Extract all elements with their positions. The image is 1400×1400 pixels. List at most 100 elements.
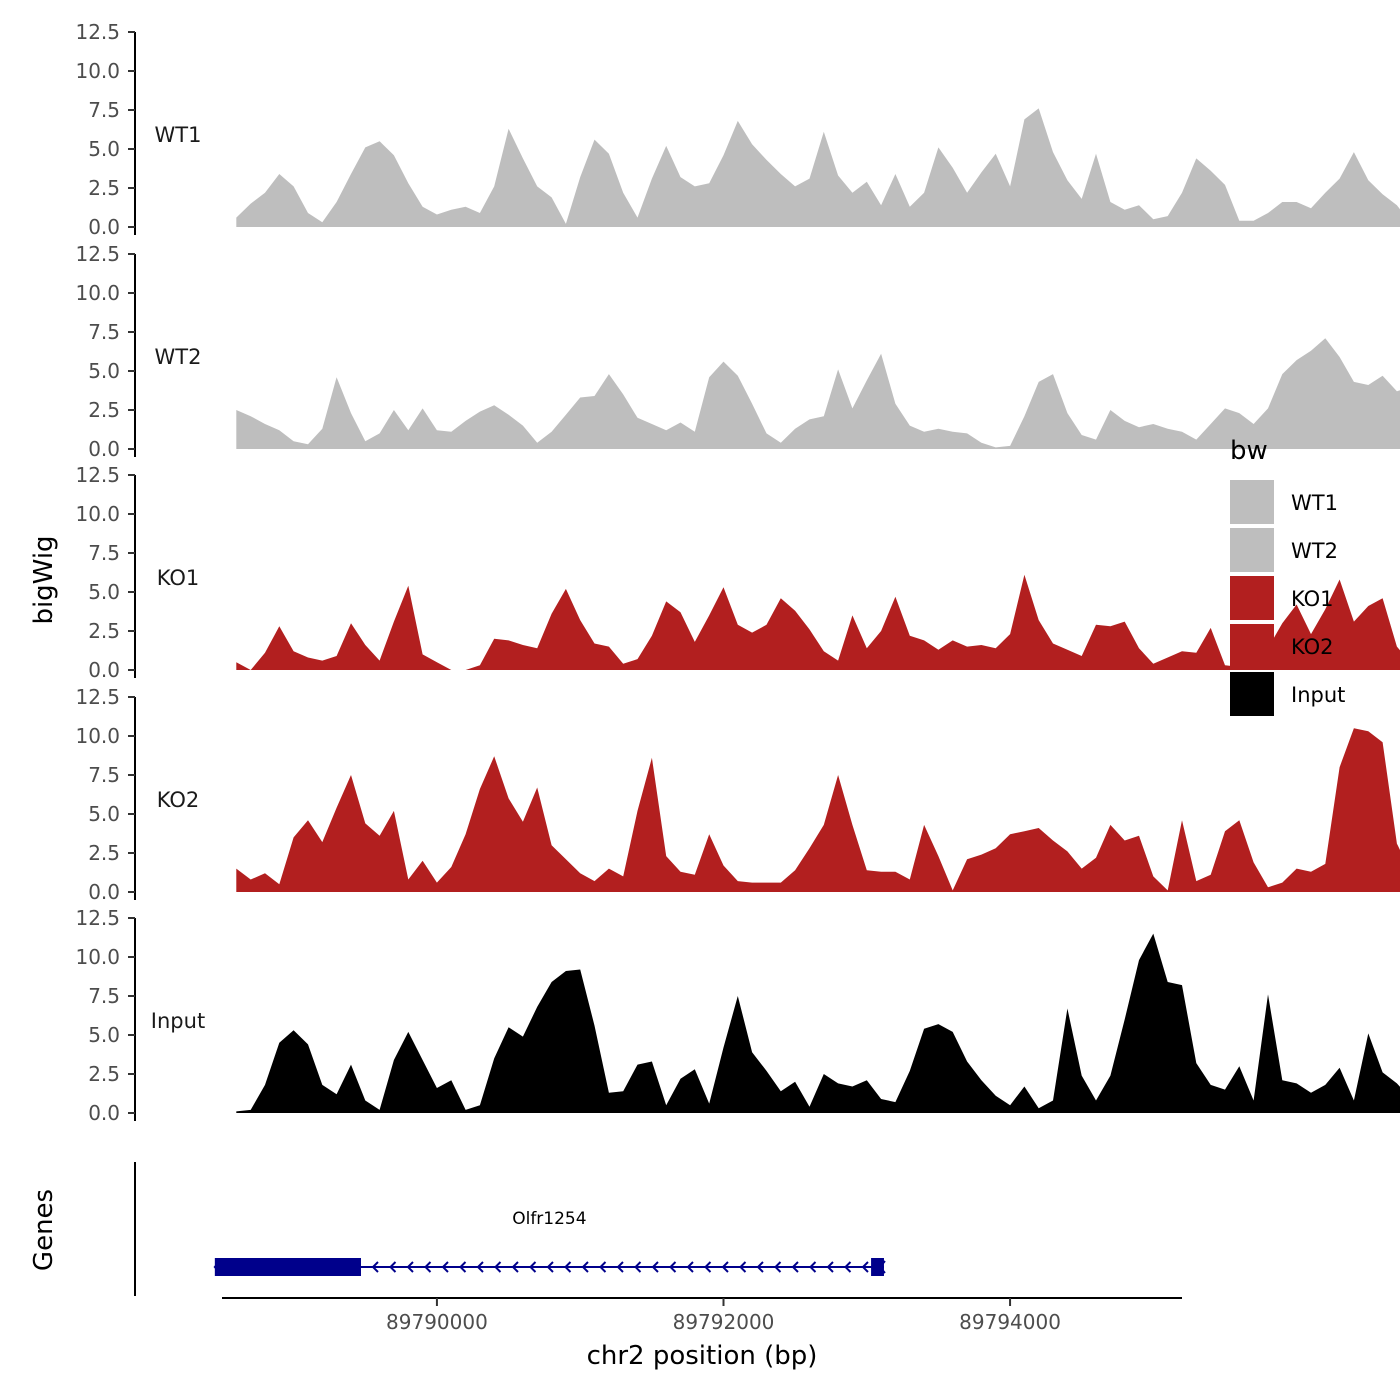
strand-arrow [441, 1261, 449, 1273]
y-tick-label: 2.5 [88, 1062, 120, 1086]
gene-label: Olfr1254 [512, 1209, 586, 1229]
legend-swatch-wt1 [1230, 480, 1274, 524]
area-ko1 [236, 574, 1400, 670]
strand-arrow [459, 1261, 467, 1273]
strand-arrow [878, 1260, 886, 1274]
y-tick-label: 5.0 [88, 580, 120, 604]
x-tick-label: 89794000 [959, 1310, 1061, 1334]
gene-exon [871, 1258, 884, 1276]
strand-arrow [616, 1261, 624, 1273]
y-tick-label: 0.0 [88, 658, 120, 682]
y-tick-label: 0.0 [88, 437, 120, 461]
strand-arrow [546, 1261, 554, 1273]
legend: bw WT1 WT2 KO1 KO2 Input [1230, 436, 1345, 716]
track-input: 0.0 2.5 5.0 7.5 10.0 12.5 Input [75, 906, 1400, 1125]
strand-arrow [756, 1261, 764, 1273]
gene-exon [214, 1258, 361, 1276]
strand-arrow [704, 1261, 712, 1273]
area-wt1 [236, 108, 1400, 227]
strand-arrow [511, 1261, 519, 1273]
x-tick-label: 89790000 [386, 1310, 488, 1334]
y-tick-label: 7.5 [88, 763, 120, 787]
track-ko2: 0.0 2.5 5.0 7.5 10.0 12.5 KO2 [75, 685, 1400, 904]
legend-label-input: Input [1291, 683, 1345, 707]
area-input [236, 933, 1400, 1113]
y-tick-label: 10.0 [75, 281, 120, 305]
strand-arrow [634, 1261, 642, 1273]
gene-model [213, 1258, 886, 1276]
y-tick-label: 7.5 [88, 984, 120, 1008]
strand-arrow [599, 1261, 607, 1273]
y-tick-label: 5.0 [88, 137, 120, 161]
legend-label-ko2: KO2 [1291, 635, 1334, 659]
legend-title: bw [1230, 436, 1268, 466]
y-tick-label: 2.5 [88, 619, 120, 643]
y-tick-label: 7.5 [88, 320, 120, 344]
legend-swatch-wt2 [1230, 528, 1274, 572]
genes-axis-title: Genes [29, 1189, 59, 1271]
strand-arrow [861, 1261, 869, 1273]
x-tick-label: 89792000 [673, 1310, 775, 1334]
strand-arrow [809, 1261, 817, 1273]
y-tick-label: 12.5 [75, 242, 120, 266]
y-tick-label: 10.0 [75, 59, 120, 83]
genes-panel: Genes Olfr1254 [29, 1162, 886, 1296]
y-tick-label: 5.0 [88, 1023, 120, 1047]
legend-swatch-ko2 [1230, 624, 1274, 668]
strand-arrow [213, 1260, 221, 1274]
y-tick-label: 0.0 [88, 215, 120, 239]
strand-arrow [791, 1261, 799, 1273]
strand-arrow [389, 1261, 397, 1273]
strand-arrow [371, 1261, 379, 1273]
legend-label-ko1: KO1 [1291, 587, 1334, 611]
area-wt2 [236, 338, 1400, 449]
y-tick-label: 2.5 [88, 841, 120, 865]
strand-arrow [826, 1261, 834, 1273]
strand-arrow [564, 1261, 572, 1273]
y-tick-label: 10.0 [75, 724, 120, 748]
track-wt2: 0.0 2.5 5.0 7.5 10.0 12.5 WT2 [75, 242, 1400, 461]
strand-arrow [476, 1261, 484, 1273]
y-tick-label: 2.5 [88, 176, 120, 200]
y-tick-label: 5.0 [88, 802, 120, 826]
legend-label-wt2: WT2 [1291, 539, 1338, 563]
y-tick-label: 12.5 [75, 20, 120, 44]
strand-arrow [424, 1261, 432, 1273]
strand-arrow [739, 1261, 747, 1273]
y-tick-label: 10.0 [75, 945, 120, 969]
x-axis: 89790000 89792000 89794000 [222, 1297, 1182, 1334]
y-axis-title: bigWig [29, 535, 59, 624]
strand-arrow [721, 1261, 729, 1273]
y-tick-label: 12.5 [75, 906, 120, 930]
bigwig-panels: 0.0 2.5 5.0 7.5 10.0 12.5 WT1 0.0 2.5 5.0 7.5 10.0 1… [75, 20, 1400, 1125]
legend-swatch-ko1 [1230, 576, 1274, 620]
y-tick-label: 7.5 [88, 541, 120, 565]
y-tick-label: 7.5 [88, 98, 120, 122]
area-ko2 [236, 728, 1400, 892]
strand-arrow [529, 1261, 537, 1273]
y-tick-label: 12.5 [75, 685, 120, 709]
track-label: KO2 [157, 788, 200, 812]
track-ko1: 0.0 2.5 5.0 7.5 10.0 12.5 KO1 [75, 463, 1400, 682]
x-axis-title: chr2 position (bp) [587, 1341, 818, 1371]
legend-label-wt1: WT1 [1291, 491, 1338, 515]
track-label: WT1 [155, 123, 202, 147]
y-tick-label: 2.5 [88, 398, 120, 422]
strand-arrow [494, 1261, 502, 1273]
strand-arrow [686, 1261, 694, 1273]
track-label: Input [151, 1009, 205, 1033]
strand-arrow [774, 1261, 782, 1273]
strand-arrow [581, 1261, 589, 1273]
strand-arrow [844, 1261, 852, 1273]
strand-arrow [651, 1261, 659, 1273]
strand-arrow [406, 1261, 414, 1273]
y-tick-label: 12.5 [75, 463, 120, 487]
track-label: WT2 [155, 345, 202, 369]
y-tick-label: 10.0 [75, 502, 120, 526]
legend-swatch-input [1230, 672, 1274, 716]
y-tick-label: 5.0 [88, 359, 120, 383]
track-wt1: 0.0 2.5 5.0 7.5 10.0 12.5 WT1 [75, 20, 1400, 239]
y-tick-label: 0.0 [88, 880, 120, 904]
y-tick-label: 0.0 [88, 1101, 120, 1125]
